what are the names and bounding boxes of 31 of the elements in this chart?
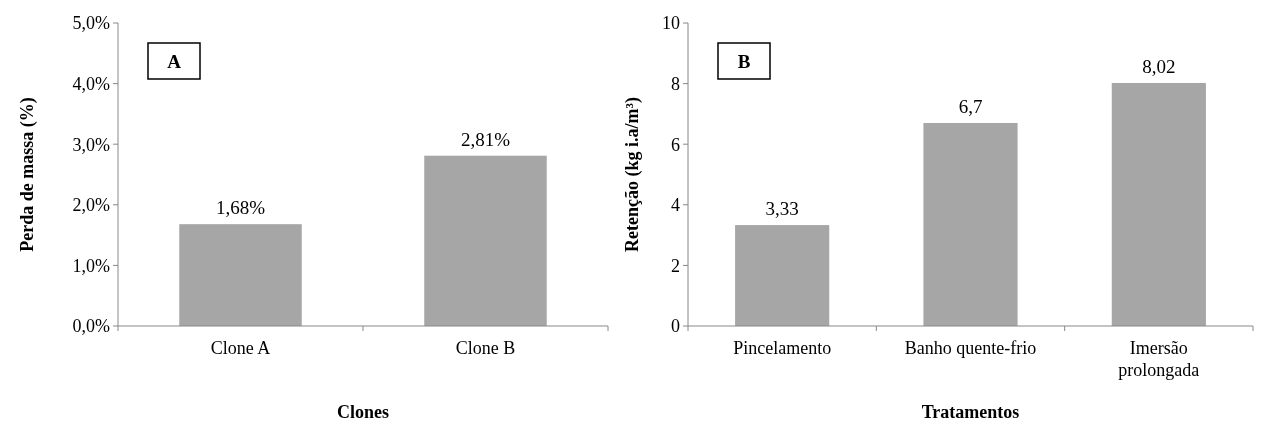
data-label: 3,33 xyxy=(765,198,799,220)
data-label: 6,7 xyxy=(958,95,983,117)
bar xyxy=(735,225,830,326)
y-tick-label: 0,0% xyxy=(72,316,110,337)
y-tick-label: 4,0% xyxy=(72,73,110,94)
x-tick-label: Clone B xyxy=(455,338,516,358)
y-tick-label: 1,0% xyxy=(72,255,110,276)
bar xyxy=(1111,82,1206,326)
data-label: 1,68% xyxy=(215,197,266,219)
x-axis-title: Tratamentos xyxy=(921,402,1020,422)
bar xyxy=(923,122,1018,326)
x-tick-label: Imersão prolongada xyxy=(1118,338,1200,380)
y-tick-label: 0 xyxy=(671,316,680,337)
y-axis-title: Retenção (kg i.a/m³) xyxy=(622,97,643,252)
annotation: B xyxy=(737,50,751,72)
annotation: A xyxy=(167,50,182,72)
data-label: 8,02 xyxy=(1142,55,1176,77)
data-label: 2,81% xyxy=(460,128,511,150)
y-tick-label: 5,0% xyxy=(72,13,110,34)
y-tick-label: 8 xyxy=(671,73,680,94)
x-tick-label: Clone A xyxy=(210,338,271,358)
y-tick-label: 4 xyxy=(671,195,680,216)
x-axis-title: Clones xyxy=(336,402,390,422)
y-tick-label: 2,0% xyxy=(72,195,110,216)
y-tick-label: 3,0% xyxy=(72,134,110,155)
y-axis-title: Perda de massa (%) xyxy=(17,97,38,252)
y-tick-label: 6 xyxy=(671,134,680,155)
x-tick-label: Pincelamento xyxy=(733,338,832,358)
y-tick-label: 10 xyxy=(662,13,680,34)
x-tick-label: Banho quente-frio xyxy=(904,338,1037,358)
y-tick-label: 2 xyxy=(671,255,680,276)
